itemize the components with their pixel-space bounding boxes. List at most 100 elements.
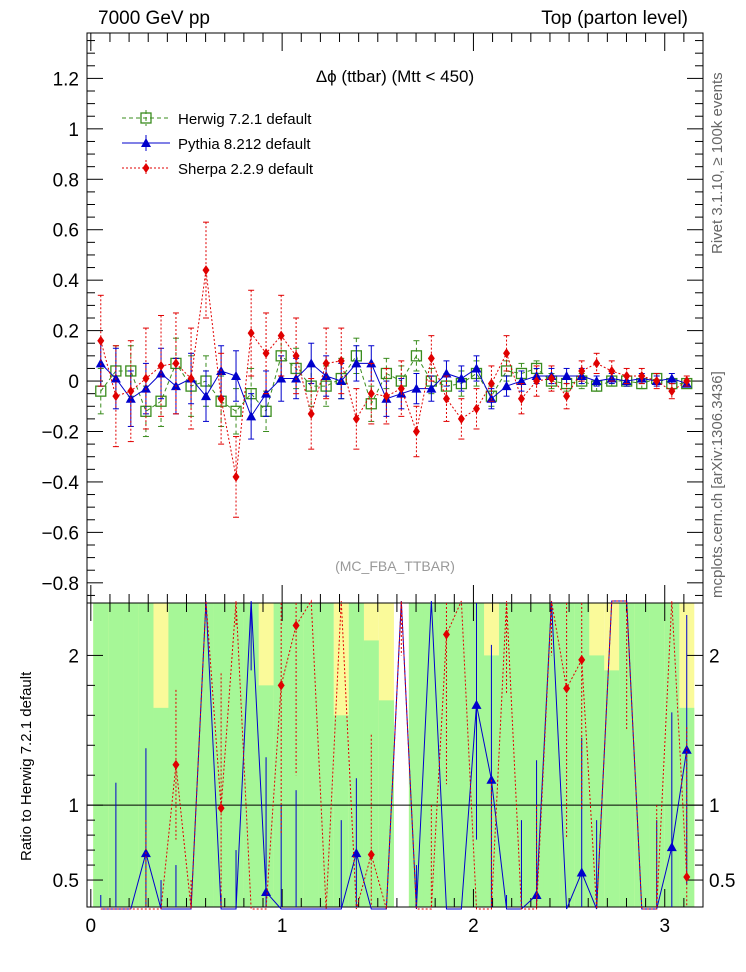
ratio-data-point xyxy=(261,887,272,897)
ratio-data-point xyxy=(442,629,450,640)
x-tick-label: 2 xyxy=(468,916,479,937)
ratio-band-inner xyxy=(303,603,319,907)
ratio-data-point xyxy=(578,654,586,665)
data-point xyxy=(487,378,495,389)
data-point xyxy=(202,265,210,276)
main-series-sherpa xyxy=(97,221,691,518)
data-point xyxy=(471,363,482,373)
data-point xyxy=(187,373,195,384)
data-point xyxy=(668,386,676,397)
data-point xyxy=(457,413,465,424)
legend-marker xyxy=(140,112,152,124)
ratio-data-point xyxy=(666,842,677,852)
data-point xyxy=(277,330,285,341)
legend-marker xyxy=(141,138,151,147)
data-point xyxy=(306,358,317,368)
ratio-band-inner xyxy=(108,603,124,907)
ratio-series-line xyxy=(100,599,688,910)
y-tick-label: −0.4 xyxy=(41,473,79,494)
data-point xyxy=(653,376,661,387)
main-series-pythia xyxy=(95,340,692,440)
ratio-data-point xyxy=(471,699,482,709)
ratio-data-point xyxy=(217,803,225,814)
y-tick-label: 1 xyxy=(68,120,79,141)
data-point xyxy=(410,350,423,362)
ratio-band-inner xyxy=(378,700,394,907)
data-point xyxy=(230,405,242,417)
data-point xyxy=(591,376,602,386)
data-point xyxy=(382,391,390,402)
ratio-band-inner xyxy=(498,603,515,907)
data-point xyxy=(172,358,180,369)
y-tick-label: 0.2 xyxy=(53,322,79,343)
data-point xyxy=(352,413,360,424)
main-series-herwig xyxy=(95,335,693,438)
data-point xyxy=(456,373,467,383)
data-point xyxy=(503,348,511,359)
data-point xyxy=(442,393,450,404)
data-point xyxy=(95,358,106,368)
ratio-data-point xyxy=(367,849,375,860)
y-tick-label: 0 xyxy=(68,372,79,393)
ratio-band-inner xyxy=(408,603,424,907)
data-point xyxy=(157,360,165,371)
ratio-plot-frame xyxy=(86,602,704,908)
data-point xyxy=(547,373,555,384)
ratio-band-inner xyxy=(649,603,665,907)
ratio-band-inner xyxy=(318,603,334,907)
data-point xyxy=(351,358,362,368)
y-tick-label: −0.2 xyxy=(41,422,79,443)
ratio-band-inner xyxy=(604,670,620,907)
data-point xyxy=(321,371,332,381)
ratio-y-tick-label: 2 xyxy=(68,646,79,667)
series-line xyxy=(100,362,687,418)
legend-label: Sherpa 2.2.9 default xyxy=(178,161,314,178)
ratio-data-point xyxy=(277,680,285,691)
data-point xyxy=(322,358,330,369)
data-point xyxy=(578,365,586,376)
ratio-band-inner xyxy=(589,655,605,907)
ratio-series-sherpa xyxy=(100,599,691,910)
ratio-band-inner xyxy=(363,640,379,907)
series-line xyxy=(100,354,687,413)
ratio-data-point xyxy=(486,774,497,784)
ratio-y-tick-label-right: 0.5 xyxy=(709,871,735,892)
ratio-band-inner xyxy=(453,603,469,907)
data-point xyxy=(367,388,375,399)
data-point xyxy=(683,376,691,387)
data-point xyxy=(217,393,225,404)
x-tick-label: 3 xyxy=(659,916,670,937)
ratio-data-point xyxy=(172,759,180,770)
data-point xyxy=(246,411,257,421)
data-point xyxy=(593,358,601,369)
data-point xyxy=(516,376,527,386)
data-point xyxy=(501,381,512,391)
ratio-data-point xyxy=(292,620,300,631)
ratio-y-tick-label: 1 xyxy=(68,796,79,817)
y-tick-label: −0.6 xyxy=(41,523,79,544)
legend xyxy=(122,110,170,176)
y-tick-label: 0.8 xyxy=(53,170,79,191)
ratio-y-tick-label-right: 1 xyxy=(709,796,720,817)
y-tick-label: 0.6 xyxy=(53,221,79,242)
ratio-band-inner xyxy=(123,603,139,907)
plot-title: Δϕ (ttbar) (Mtt < 450) xyxy=(316,67,474,86)
x-tick-label: 0 xyxy=(86,916,97,937)
data-point xyxy=(441,368,452,378)
x-tick-label: 1 xyxy=(277,916,288,937)
ratio-y-tick-label: 0.5 xyxy=(53,871,79,892)
ratio-band-inner xyxy=(198,603,214,907)
data-point xyxy=(307,408,315,419)
data-point xyxy=(561,371,572,381)
data-point xyxy=(638,371,646,382)
data-point xyxy=(608,365,616,376)
data-point xyxy=(247,328,255,339)
legend-marker xyxy=(142,163,150,173)
data-point xyxy=(412,426,420,437)
data-point xyxy=(127,386,135,397)
ratio-data-point xyxy=(576,867,587,877)
legend-label: Herwig 7.2.1 default xyxy=(178,111,312,128)
y-tick-label: 0.4 xyxy=(53,271,80,292)
data-point xyxy=(397,383,405,394)
ratio-band-inner xyxy=(513,603,530,907)
